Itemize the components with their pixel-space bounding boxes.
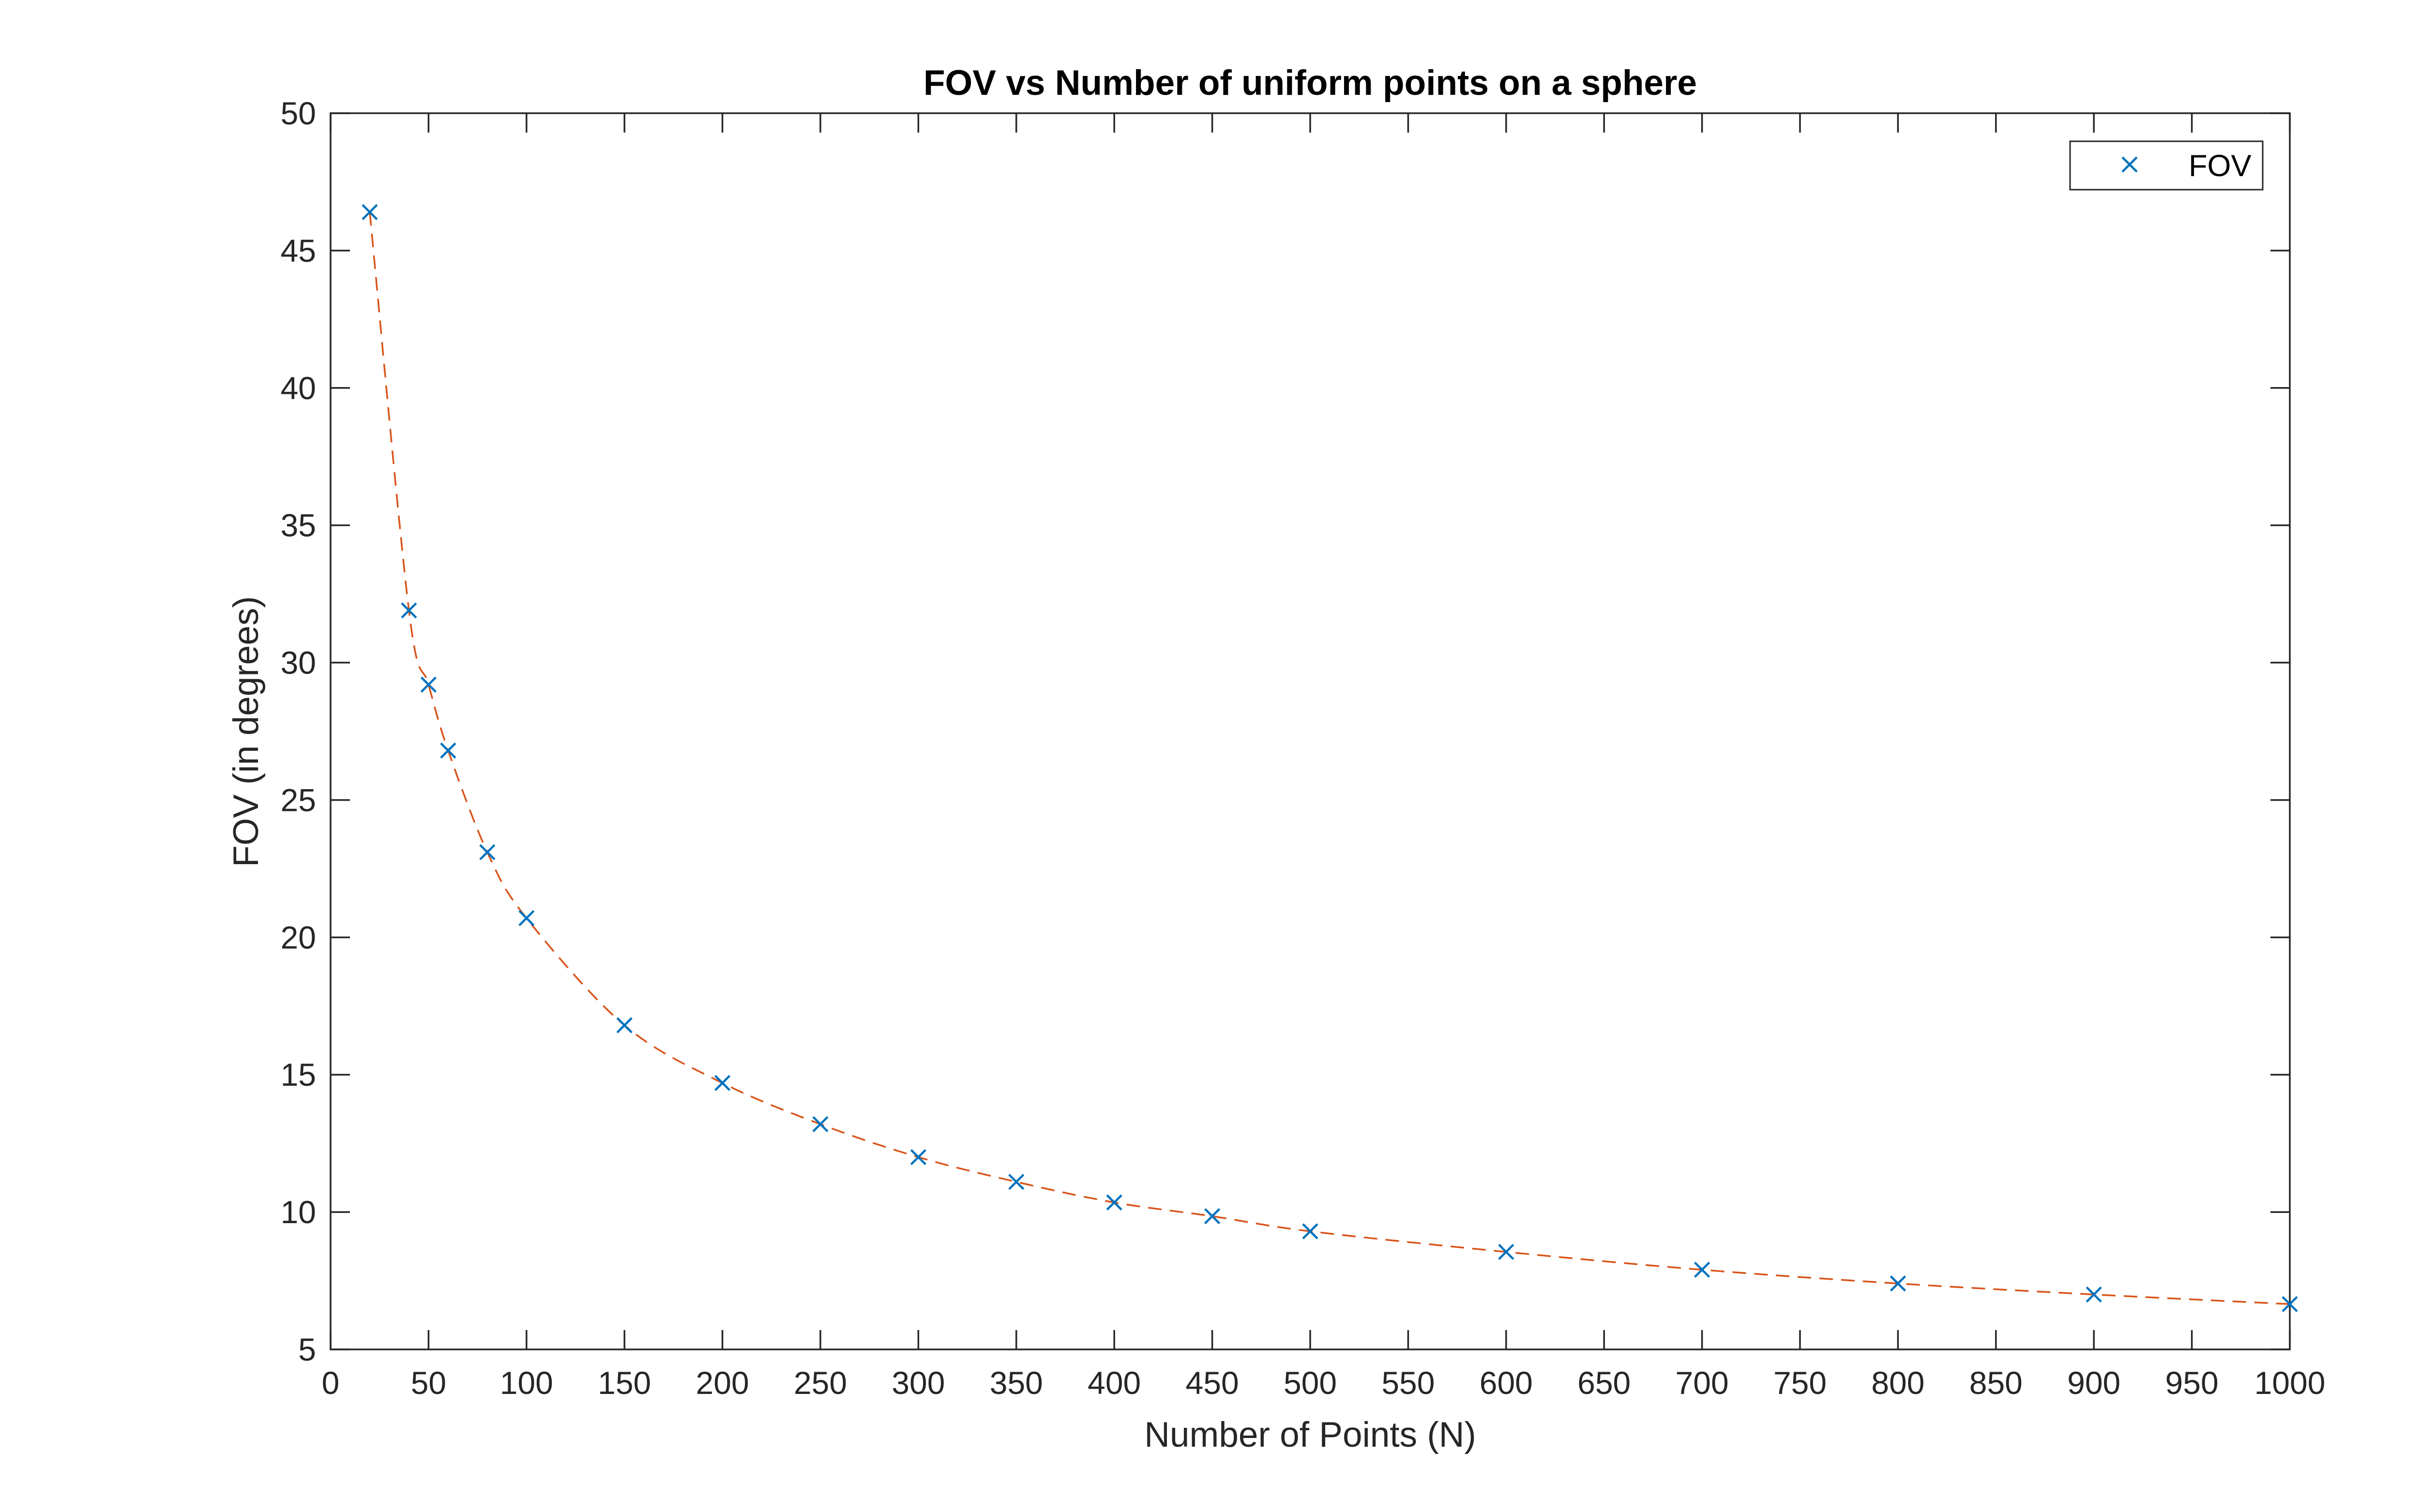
data-point [362, 204, 378, 220]
data-point [2086, 1286, 2102, 1303]
x-tick-label: 800 [1871, 1365, 1924, 1401]
x-tick: 0 [322, 113, 340, 1401]
x-tick: 450 [1186, 113, 1239, 1401]
x-tick: 350 [990, 113, 1043, 1401]
y-tick-label: 5 [298, 1332, 316, 1367]
legend-box [2069, 140, 2264, 191]
x-tick: 700 [1676, 113, 1729, 1401]
x-tick-label: 550 [1381, 1365, 1435, 1401]
x-tick: 950 [2165, 113, 2219, 1401]
fit-line [369, 212, 2290, 1305]
data-point [910, 1149, 926, 1166]
y-tick: 15 [281, 1057, 2290, 1093]
x-tick-label: 400 [1088, 1365, 1141, 1401]
data-point [1106, 1194, 1122, 1211]
x-axis-label: Number of Points (N) [1144, 1415, 1476, 1454]
legend-entry-label: FOV [2189, 149, 2252, 183]
data-point [1890, 1275, 1906, 1292]
x-tick: 600 [1480, 113, 1533, 1401]
x-tick-label: 700 [1676, 1365, 1729, 1401]
x-tick-label: 100 [500, 1365, 553, 1401]
x-tick: 500 [1284, 113, 1337, 1401]
data-point [479, 844, 496, 860]
x-tick: 900 [2067, 113, 2120, 1401]
data-point [440, 742, 456, 759]
y-tick: 35 [281, 508, 2290, 543]
data-point [1204, 1208, 1221, 1225]
x-tick-label: 850 [1969, 1365, 2023, 1401]
x-tick: 100 [500, 113, 553, 1401]
x-tick: 300 [892, 113, 945, 1401]
x-tick-label: 0 [322, 1365, 340, 1401]
data-point [518, 910, 535, 927]
x-tick-label: 950 [2165, 1365, 2219, 1401]
data-point [401, 602, 417, 619]
x-tick: 150 [598, 113, 651, 1401]
data-point [1302, 1223, 1318, 1240]
y-tick-label: 15 [281, 1057, 316, 1093]
y-tick: 30 [281, 645, 2290, 681]
x-tick: 800 [1871, 113, 1924, 1401]
x-tick: 50 [411, 113, 446, 1401]
y-tick: 20 [281, 919, 2290, 955]
chart-title: FOV vs Number of uniform points on a sph… [923, 63, 1697, 103]
y-tick-label: 25 [281, 782, 316, 818]
x-tick: 400 [1088, 113, 1141, 1401]
y-tick-label: 10 [281, 1194, 316, 1230]
y-axis-ticks: 5 10 15 20 25 30 35 40 45 50 [281, 95, 2290, 1367]
x-axis-ticks: 0 50 100 150 200 250 300 350 400 450 500 550 600 650 7… [322, 113, 2326, 1401]
data-point [1498, 1243, 1514, 1260]
y-tick: 25 [281, 782, 2290, 818]
y-tick-label: 20 [281, 919, 316, 955]
data-point [616, 1017, 633, 1033]
y-tick: 10 [281, 1194, 2290, 1230]
y-tick-label: 35 [281, 508, 316, 543]
y-tick-label: 40 [281, 370, 316, 406]
data-point [714, 1075, 731, 1091]
y-tick-label: 50 [281, 95, 316, 131]
y-axis-label: FOV (in degrees) [227, 596, 266, 867]
data-point [2282, 1296, 2298, 1312]
y-tick: 50 [281, 95, 2290, 131]
y-tick-label: 30 [281, 645, 316, 681]
x-tick: 550 [1381, 113, 1435, 1401]
x-tick-label: 250 [794, 1365, 847, 1401]
data-point [1694, 1261, 1710, 1278]
data-point [1008, 1174, 1025, 1190]
data-markers [362, 204, 2298, 1312]
x-tick-label: 50 [411, 1365, 446, 1401]
legend: FOV [2069, 140, 2264, 191]
legend-marker-x-icon [2121, 156, 2138, 173]
y-tick: 45 [281, 233, 2290, 269]
y-tick: 40 [281, 370, 2290, 406]
x-tick-label: 300 [892, 1365, 945, 1401]
x-tick: 750 [1773, 113, 1827, 1401]
x-tick: 1000 [2254, 113, 2326, 1401]
x-tick: 650 [1577, 113, 1631, 1401]
x-tick-label: 450 [1186, 1365, 1239, 1401]
x-tick-label: 600 [1480, 1365, 1533, 1401]
x-tick-label: 150 [598, 1365, 651, 1401]
x-tick-label: 1000 [2254, 1365, 2326, 1401]
x-tick: 250 [794, 113, 847, 1401]
plot-frame [330, 112, 2291, 1350]
plot-area: 0 50 100 150 200 250 300 350 400 450 500 550 600 650 7… [281, 95, 2326, 1401]
y-tick-label: 45 [281, 233, 316, 269]
x-tick: 850 [1969, 113, 2023, 1401]
x-tick: 200 [696, 113, 749, 1401]
fit-line-layer [369, 212, 2290, 1305]
data-point [420, 676, 437, 693]
y-tick: 5 [298, 1332, 2290, 1367]
x-tick-label: 650 [1577, 1365, 1631, 1401]
x-tick-label: 500 [1284, 1365, 1337, 1401]
x-tick-label: 750 [1773, 1365, 1827, 1401]
x-tick-label: 350 [990, 1365, 1043, 1401]
x-tick-label: 900 [2067, 1365, 2120, 1401]
data-point [812, 1116, 829, 1133]
x-tick-label: 200 [696, 1365, 749, 1401]
